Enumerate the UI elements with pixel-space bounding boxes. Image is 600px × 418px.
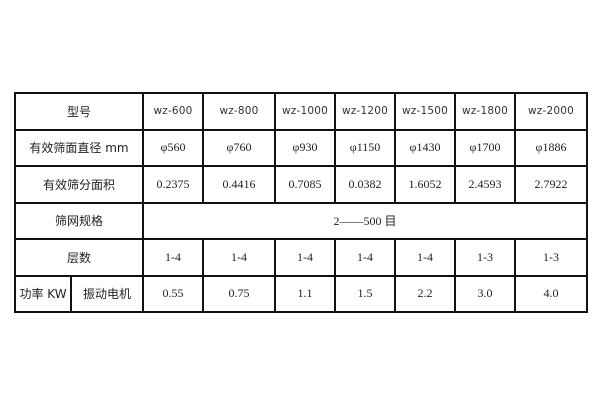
power-sublabel: 振动电机 <box>69 274 145 313</box>
model-row: 型号 wz-600 wz-800 wz-1000 wz-1200 wz-1500… <box>13 92 589 131</box>
model-cell: wz-1800 <box>454 92 517 131</box>
diameter-cell: φ930 <box>274 128 337 167</box>
power-cell: 4.0 <box>514 274 589 313</box>
area-cell: 0.2375 <box>142 165 205 204</box>
mesh-label: 筛网规格 <box>13 201 145 240</box>
layers-cell: 1-4 <box>142 238 205 277</box>
area-row: 有效筛分面积 0.2375 0.4416 0.7085 0.0382 1.605… <box>13 165 589 204</box>
power-cell: 2.2 <box>394 274 457 313</box>
model-header: 型号 <box>13 92 145 131</box>
layers-cell: 1-4 <box>274 238 337 277</box>
area-cell: 1.6052 <box>394 165 457 204</box>
diameter-row: 有效筛面直径 mm φ560 φ760 φ930 φ1150 φ1430 φ17… <box>13 128 589 167</box>
layers-cell: 1-3 <box>514 238 589 277</box>
model-cell: wz-600 <box>142 92 205 131</box>
diameter-cell: φ1150 <box>334 128 397 167</box>
area-cell: 0.4416 <box>202 165 277 204</box>
diameter-cell: φ1886 <box>514 128 589 167</box>
area-cell: 0.0382 <box>334 165 397 204</box>
power-cell: 1.5 <box>334 274 397 313</box>
mesh-row: 筛网规格 2——500 目 <box>13 201 589 240</box>
layers-cell: 1-3 <box>454 238 517 277</box>
area-cell: 2.4593 <box>454 165 517 204</box>
diameter-cell: φ1700 <box>454 128 517 167</box>
model-cell: wz-1000 <box>274 92 337 131</box>
diameter-cell: φ1430 <box>394 128 457 167</box>
area-cell: 2.7922 <box>514 165 589 204</box>
diameter-cell: φ760 <box>202 128 277 167</box>
mesh-value: 2——500 目 <box>142 201 589 240</box>
power-row: 功率 KW 振动电机 0.55 0.75 1.1 1.5 2.2 3.0 4.0 <box>14 274 589 313</box>
model-cell: wz-2000 <box>514 92 589 131</box>
layers-label: 层数 <box>13 238 145 277</box>
model-cell: wz-1200 <box>334 92 397 131</box>
power-cell: 0.75 <box>202 274 277 313</box>
diameter-cell: φ560 <box>142 128 205 167</box>
power-cell: 3.0 <box>454 274 517 313</box>
layers-row: 层数 1-4 1-4 1-4 1-4 1-4 1-3 1-3 <box>13 238 589 277</box>
diameter-label: 有效筛面直径 mm <box>13 128 145 167</box>
area-label: 有效筛分面积 <box>13 165 145 204</box>
model-cell: wz-1500 <box>394 92 457 131</box>
layers-cell: 1-4 <box>202 238 277 277</box>
layers-cell: 1-4 <box>394 238 457 277</box>
power-cell: 1.1 <box>274 274 337 313</box>
specification-table: 型号 wz-600 wz-800 wz-1000 wz-1200 wz-1500… <box>13 92 589 313</box>
power-label: 功率 KW <box>14 274 72 313</box>
layers-cell: 1-4 <box>334 238 397 277</box>
area-cell: 0.7085 <box>274 165 337 204</box>
model-cell: wz-800 <box>202 92 277 131</box>
power-cell: 0.55 <box>142 274 205 313</box>
